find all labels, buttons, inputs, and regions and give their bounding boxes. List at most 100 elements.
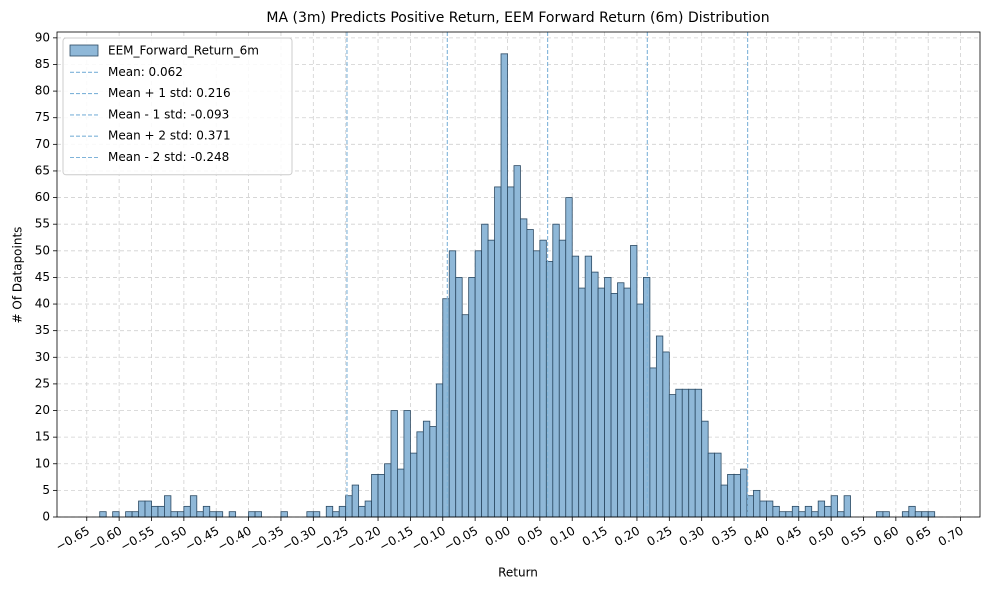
x-tick-label: 0.60	[871, 524, 901, 549]
y-tick-label: 35	[35, 323, 50, 337]
x-tick-label: 0.45	[774, 524, 804, 549]
y-tick-label: 25	[35, 376, 50, 390]
bar	[772, 505, 780, 518]
bar	[138, 500, 146, 518]
bar	[688, 388, 696, 518]
x-tick-label: −0.20	[344, 524, 383, 555]
bar	[461, 314, 470, 518]
bar	[183, 505, 191, 518]
bar	[481, 223, 489, 518]
bar	[785, 511, 793, 518]
x-tick-label: −0.45	[183, 524, 222, 555]
bar	[766, 500, 774, 518]
y-tick-label: 75	[35, 110, 50, 124]
bar	[99, 511, 107, 518]
legend: EEM_Forward_Return_6m Mean: 0.062 Mean + 1…	[62, 37, 293, 176]
bar	[617, 282, 625, 518]
y-tick-label: 5	[42, 483, 50, 497]
x-tick-label: −0.35	[247, 524, 286, 555]
legend-box	[62, 37, 293, 176]
bar	[468, 277, 476, 518]
bar	[364, 500, 372, 518]
bar	[455, 277, 463, 518]
bar	[539, 239, 547, 518]
x-tick-label: −0.50	[150, 524, 189, 555]
bar	[416, 431, 424, 518]
legend-label: EEM_Forward_Return_6m	[108, 44, 259, 58]
bar	[189, 495, 198, 518]
bar	[578, 287, 586, 518]
x-tick-label: 0.25	[644, 524, 674, 549]
x-tick-label: 0.05	[515, 524, 545, 549]
bar	[448, 250, 457, 518]
bar	[876, 511, 884, 518]
bar	[584, 255, 593, 518]
bar	[901, 511, 910, 518]
legend-label: Mean - 1 std: -0.093	[108, 107, 229, 121]
legend-label: Mean: 0.062	[108, 65, 183, 79]
x-tick-label: 0.65	[903, 524, 933, 549]
bar	[817, 500, 826, 518]
bar	[520, 218, 528, 518]
y-tick-label: 55	[35, 217, 50, 231]
bar	[151, 505, 159, 518]
legend-label: Mean - 2 std: -0.248	[108, 150, 229, 164]
bar	[312, 511, 321, 518]
bar	[164, 495, 172, 518]
bar	[604, 277, 612, 518]
x-tick-label: 0.00	[483, 524, 513, 549]
bar	[804, 505, 813, 518]
bar	[623, 287, 631, 518]
y-tick-label: 70	[35, 137, 50, 151]
bar	[636, 303, 644, 518]
bar	[325, 505, 334, 518]
bar	[720, 484, 728, 518]
bar	[358, 505, 366, 518]
bar	[733, 474, 741, 518]
x-tick-label: −0.55	[118, 524, 157, 555]
bar	[131, 511, 139, 518]
bar	[837, 511, 845, 518]
bar	[791, 505, 800, 518]
bar	[125, 511, 133, 518]
bar	[753, 489, 761, 518]
bar	[714, 452, 722, 518]
bar	[170, 511, 178, 518]
bar	[798, 511, 806, 518]
y-tick-label: 65	[35, 163, 50, 177]
bar	[675, 388, 683, 518]
y-tick-label: 60	[35, 190, 50, 204]
bar	[494, 186, 502, 518]
bar	[507, 186, 515, 518]
x-tick-label: −0.65	[53, 524, 92, 555]
bar	[882, 511, 890, 518]
bar	[811, 511, 819, 518]
bar	[778, 511, 787, 518]
bar	[248, 511, 256, 518]
x-tick-label: 0.70	[936, 524, 966, 549]
y-tick-label: 50	[35, 243, 50, 257]
bar	[157, 505, 165, 518]
x-tick-label: −0.60	[86, 524, 125, 555]
y-axis-label: # Of Datapoints	[11, 227, 25, 324]
bar	[280, 511, 288, 518]
bar	[377, 474, 385, 518]
bar	[830, 495, 839, 518]
bar	[591, 271, 599, 518]
bar	[597, 287, 605, 518]
bar	[927, 511, 936, 518]
bar	[410, 452, 418, 518]
bar	[500, 53, 508, 518]
legend-swatch	[69, 44, 99, 57]
bar	[643, 277, 651, 518]
bar	[565, 197, 573, 518]
bar	[701, 420, 709, 518]
bar	[422, 420, 431, 518]
y-tick-label: 80	[35, 84, 50, 98]
bar	[668, 394, 677, 518]
y-tick-label: 45	[35, 270, 50, 284]
y-tick-label: 0	[42, 510, 50, 524]
x-tick-label: 0.10	[547, 524, 577, 549]
bar	[215, 511, 224, 518]
